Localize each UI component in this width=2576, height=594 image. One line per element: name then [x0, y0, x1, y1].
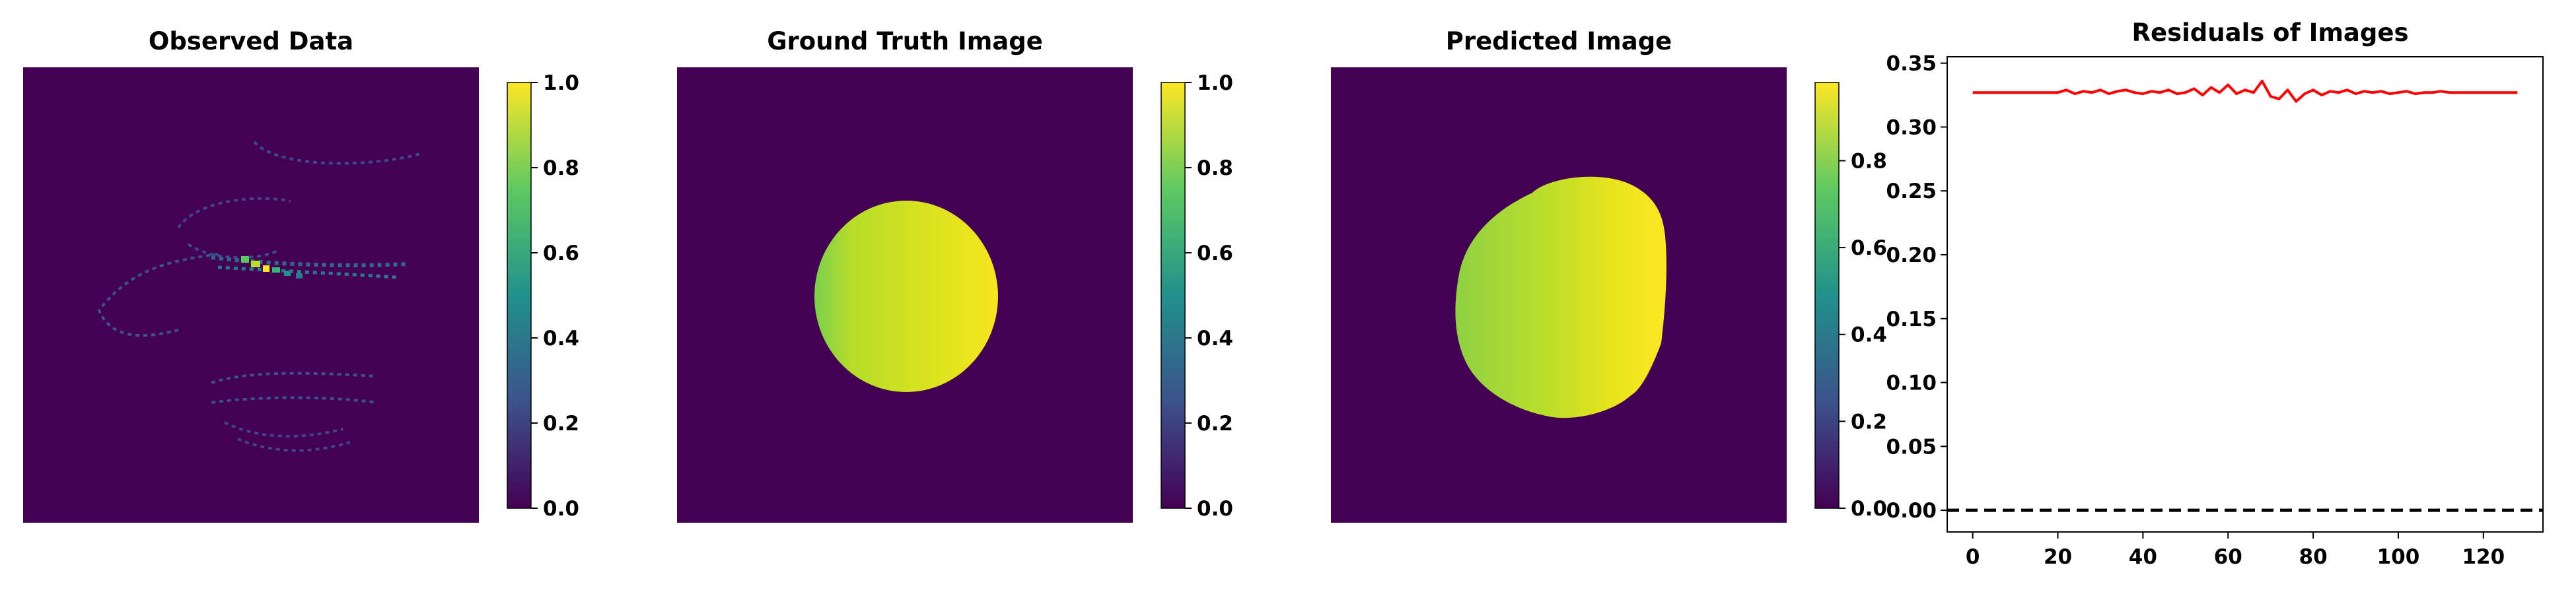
y-tick-label: 0.30 [1886, 116, 1937, 139]
colorbar-tick-label: 0.8 [1197, 156, 1233, 180]
colorbar-tick-label: 1.0 [543, 71, 579, 95]
observed-data-title: Observed Data [149, 27, 353, 55]
chart-title: Residuals of Images [2132, 18, 2409, 47]
ground-truth-colorbar [1161, 82, 1186, 509]
colorbar-tick-label: 0.8 [1851, 149, 1887, 173]
observed-colorbar-ticks: 0.0 0.2 0.4 0.6 0.8 1.0 [531, 71, 579, 521]
ground-truth-disk [814, 201, 998, 392]
observed-bright-spots [241, 256, 303, 279]
colorbar-tick-label: 0.2 [1851, 410, 1887, 434]
x-tick-label: 60 [2214, 545, 2242, 569]
plot-area: 0 20 40 60 80 100 120 0.00 0.05 0.10 0.15 0.20 0.25 0… [1886, 52, 2543, 569]
observed-data-image [23, 67, 479, 523]
observed-data-panel: Observed Data 0.0 0.2 0.4 0.6 0.8 1.0 [23, 27, 579, 523]
x-tick-label: 40 [2129, 545, 2157, 569]
plot-frame [1947, 56, 2544, 533]
y-tick-label: 0.00 [1886, 499, 1937, 523]
colorbar-tick-label: 0.2 [1197, 412, 1233, 436]
colorbar-tick-label: 0.6 [543, 242, 579, 265]
colorbar-tick-label: 1.0 [1197, 71, 1233, 95]
residuals-chart: Residuals of Images 0 20 40 60 80 100 1200.000… [1886, 18, 2544, 569]
predicted-colorbar-ticks: 0.0 0.2 0.4 0.6 0.8 [1839, 149, 1887, 521]
observed-colorbar [507, 82, 532, 509]
residual-series-line [1972, 79, 2518, 103]
colorbar-tick-label: 0.2 [543, 412, 579, 436]
ground-truth-panel: Ground Truth Image 0.0 0.2 0.4 0.6 0.8 1.0 [677, 27, 1233, 523]
ground-truth-title: Ground Truth Image [767, 27, 1043, 55]
y-tick-label: 0.20 [1886, 244, 1937, 267]
colorbar-tick-label: 0.6 [1851, 236, 1887, 260]
observed-tracks [97, 141, 423, 452]
x-tick-label: 120 [2462, 545, 2505, 569]
y-tick-label: 0.15 [1886, 308, 1937, 331]
colorbar-tick-label: 0.4 [543, 327, 579, 350]
predicted-colorbar [1814, 82, 1840, 509]
colorbar-tick-label: 0.4 [1197, 327, 1233, 350]
x-tick-label: 0 [1966, 545, 1980, 569]
colorbar-tick-label: 0.8 [543, 156, 579, 180]
colorbar-tick-label: 0.0 [1851, 497, 1887, 521]
y-tick-label: 0.05 [1886, 435, 1937, 459]
colorbar-tick-label: 0.0 [1197, 497, 1233, 521]
ground-truth-colorbar-ticks: 0.0 0.2 0.4 0.6 0.8 1.0 [1185, 71, 1233, 521]
predicted-panel: Predicted Image 0.0 0.2 0.4 0.6 0.8 [1331, 27, 1887, 523]
predicted-blob [1455, 176, 1666, 418]
y-tick-label: 0.35 [1886, 52, 1937, 76]
colorbar-tick-label: 0.6 [1197, 242, 1233, 265]
x-tick-label: 20 [2044, 545, 2072, 569]
y-tick-label: 0.25 [1886, 180, 1937, 203]
colorbar-tick-label: 0.4 [1851, 323, 1887, 347]
x-tick-label: 100 [2377, 545, 2420, 569]
y-tick-label: 0.10 [1886, 372, 1937, 395]
predicted-title: Predicted Image [1446, 27, 1672, 55]
colorbar-tick-label: 0.0 [543, 497, 579, 521]
x-tick-label: 80 [2299, 545, 2328, 569]
